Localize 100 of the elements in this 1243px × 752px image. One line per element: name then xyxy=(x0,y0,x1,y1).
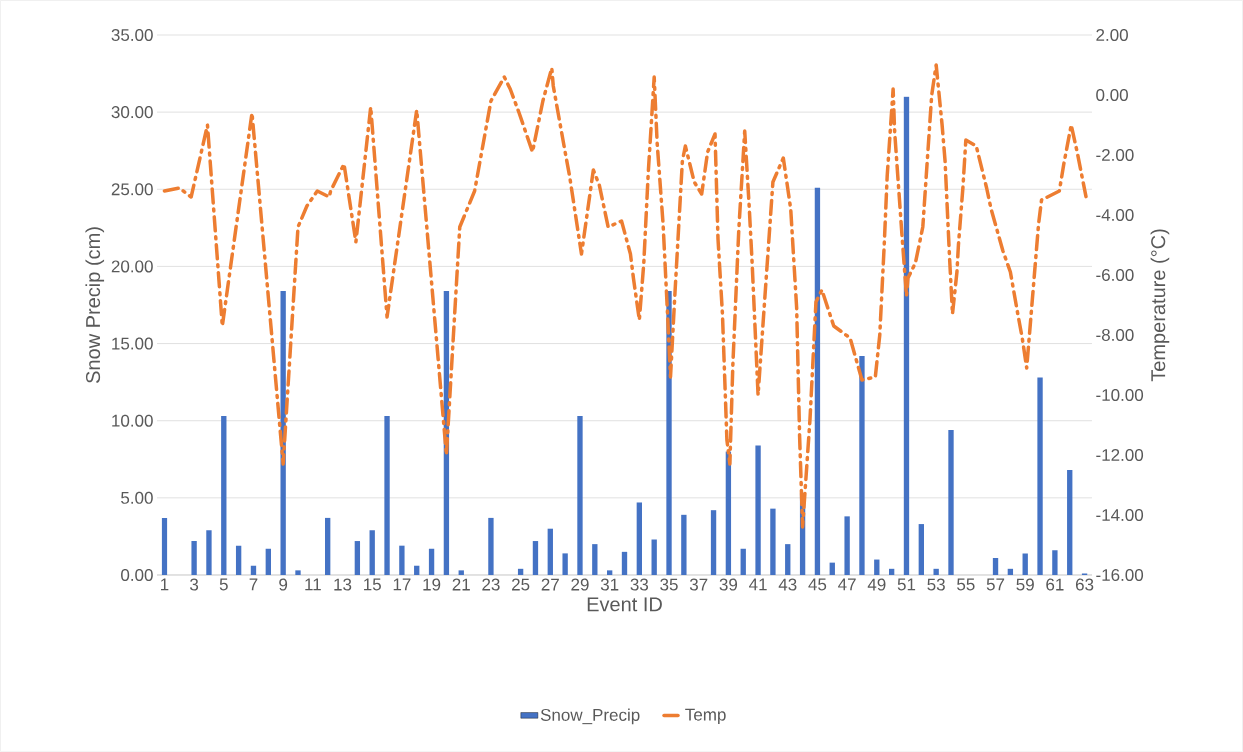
bar xyxy=(295,570,301,575)
bar xyxy=(1067,470,1073,575)
bar xyxy=(235,545,242,575)
bar xyxy=(814,187,821,575)
x-tick-label: 37 xyxy=(689,578,708,591)
x-tick-label: 17 xyxy=(393,578,411,591)
x-tick-label: 55 xyxy=(957,578,975,591)
bar xyxy=(191,541,197,575)
y2-tick-label: -12.00 xyxy=(1096,448,1144,462)
bar xyxy=(1007,568,1014,575)
bar xyxy=(785,544,791,575)
x-tick-label: 25 xyxy=(512,578,530,591)
x-tick-label: 49 xyxy=(867,578,886,591)
x-tick-label: 53 xyxy=(927,578,945,591)
bar xyxy=(414,565,420,575)
y2-tick-label: -8.00 xyxy=(1096,328,1134,342)
bar xyxy=(488,517,494,575)
x-tick-label: 1 xyxy=(161,578,169,591)
x-tick-label: 61 xyxy=(1046,578,1064,591)
bar xyxy=(770,508,776,575)
bar xyxy=(874,559,880,575)
x-tick-label: 43 xyxy=(778,578,797,591)
bar xyxy=(1052,550,1058,575)
y-tick-label: 15.00 xyxy=(112,337,153,350)
legend-label: Snow_Precip xyxy=(540,708,640,725)
x-tick-label: 5 xyxy=(219,578,228,591)
y2-tick-label: -10.00 xyxy=(1096,388,1144,402)
x-tick-label: 19 xyxy=(423,578,441,591)
y-tick-label: 20.00 xyxy=(111,260,153,273)
y2-tick-label: -14.00 xyxy=(1096,508,1144,522)
bar xyxy=(1037,377,1043,575)
y2-tick-label: 0.00 xyxy=(1096,88,1128,102)
bar xyxy=(948,429,954,575)
y-tick-label: 5.00 xyxy=(121,491,153,504)
bar xyxy=(606,570,613,575)
x-tick-label: 31 xyxy=(600,578,619,591)
x-tick-label: 63 xyxy=(1075,578,1094,591)
bar xyxy=(933,568,939,575)
bar xyxy=(577,416,583,575)
x-tick-label: 41 xyxy=(749,578,767,591)
x-tick-label: 29 xyxy=(571,578,589,591)
bar xyxy=(250,565,257,575)
bar xyxy=(740,548,746,575)
bar xyxy=(621,551,628,575)
bar xyxy=(428,548,435,575)
x-tick-label: 59 xyxy=(1016,578,1034,591)
y-tick-label: 35.00 xyxy=(111,28,153,42)
bar xyxy=(384,416,390,575)
y2-tick-label: -4.00 xyxy=(1096,208,1134,222)
x-tick-label: 33 xyxy=(630,578,649,591)
y-axis-title: Snow Precip (cm) xyxy=(85,227,105,383)
legend-label: Temp xyxy=(685,708,726,725)
x-tick-label: 7 xyxy=(249,578,258,591)
bar xyxy=(265,548,271,575)
y-tick-label: 10.00 xyxy=(112,414,153,427)
bar xyxy=(992,558,999,575)
bar xyxy=(592,544,598,575)
bar xyxy=(547,528,553,575)
bar xyxy=(755,445,761,575)
bar xyxy=(325,517,331,575)
x-tick-label: 51 xyxy=(897,578,916,591)
bar xyxy=(651,539,657,575)
x-tick-label: 57 xyxy=(986,578,1005,591)
bar xyxy=(844,516,850,575)
x-tick-label: 47 xyxy=(838,578,856,591)
y2-tick-label: -16.00 xyxy=(1096,568,1144,582)
x-tick-label: 9 xyxy=(279,578,288,591)
x-tick-label: 15 xyxy=(364,578,381,591)
x-axis-title: Event ID xyxy=(587,597,662,612)
y2-tick-label: 2.00 xyxy=(1096,28,1128,42)
bar xyxy=(517,568,524,575)
bar xyxy=(888,568,895,575)
y2-tick-label: -6.00 xyxy=(1096,268,1134,282)
bar xyxy=(562,553,568,575)
bar xyxy=(859,355,865,575)
bar xyxy=(399,545,405,575)
bar xyxy=(918,524,924,575)
x-tick-label: 35 xyxy=(660,578,678,591)
bar xyxy=(369,530,375,575)
y-tick-label: 25.00 xyxy=(111,183,153,196)
x-tick-label: 39 xyxy=(719,578,738,591)
bar xyxy=(161,517,168,575)
x-tick-label: 13 xyxy=(334,578,352,591)
y-tick-label: 0.00 xyxy=(121,568,153,582)
y2-tick-label: -2.00 xyxy=(1096,148,1134,162)
bar xyxy=(636,502,643,575)
y-tick-label: 30.00 xyxy=(111,106,153,119)
x-tick-label: 27 xyxy=(541,578,559,591)
bar xyxy=(829,562,835,575)
bar xyxy=(206,530,212,575)
x-tick-label: 45 xyxy=(808,578,827,591)
x-tick-label: 11 xyxy=(305,578,321,591)
x-tick-label: 3 xyxy=(190,578,199,591)
bar xyxy=(532,541,539,575)
bar xyxy=(710,510,717,575)
bar xyxy=(681,514,687,575)
bar xyxy=(354,541,361,575)
y2-axis-title: Temperature (°C) xyxy=(1150,229,1170,382)
x-tick-label: 23 xyxy=(482,578,500,591)
bar xyxy=(221,416,227,575)
